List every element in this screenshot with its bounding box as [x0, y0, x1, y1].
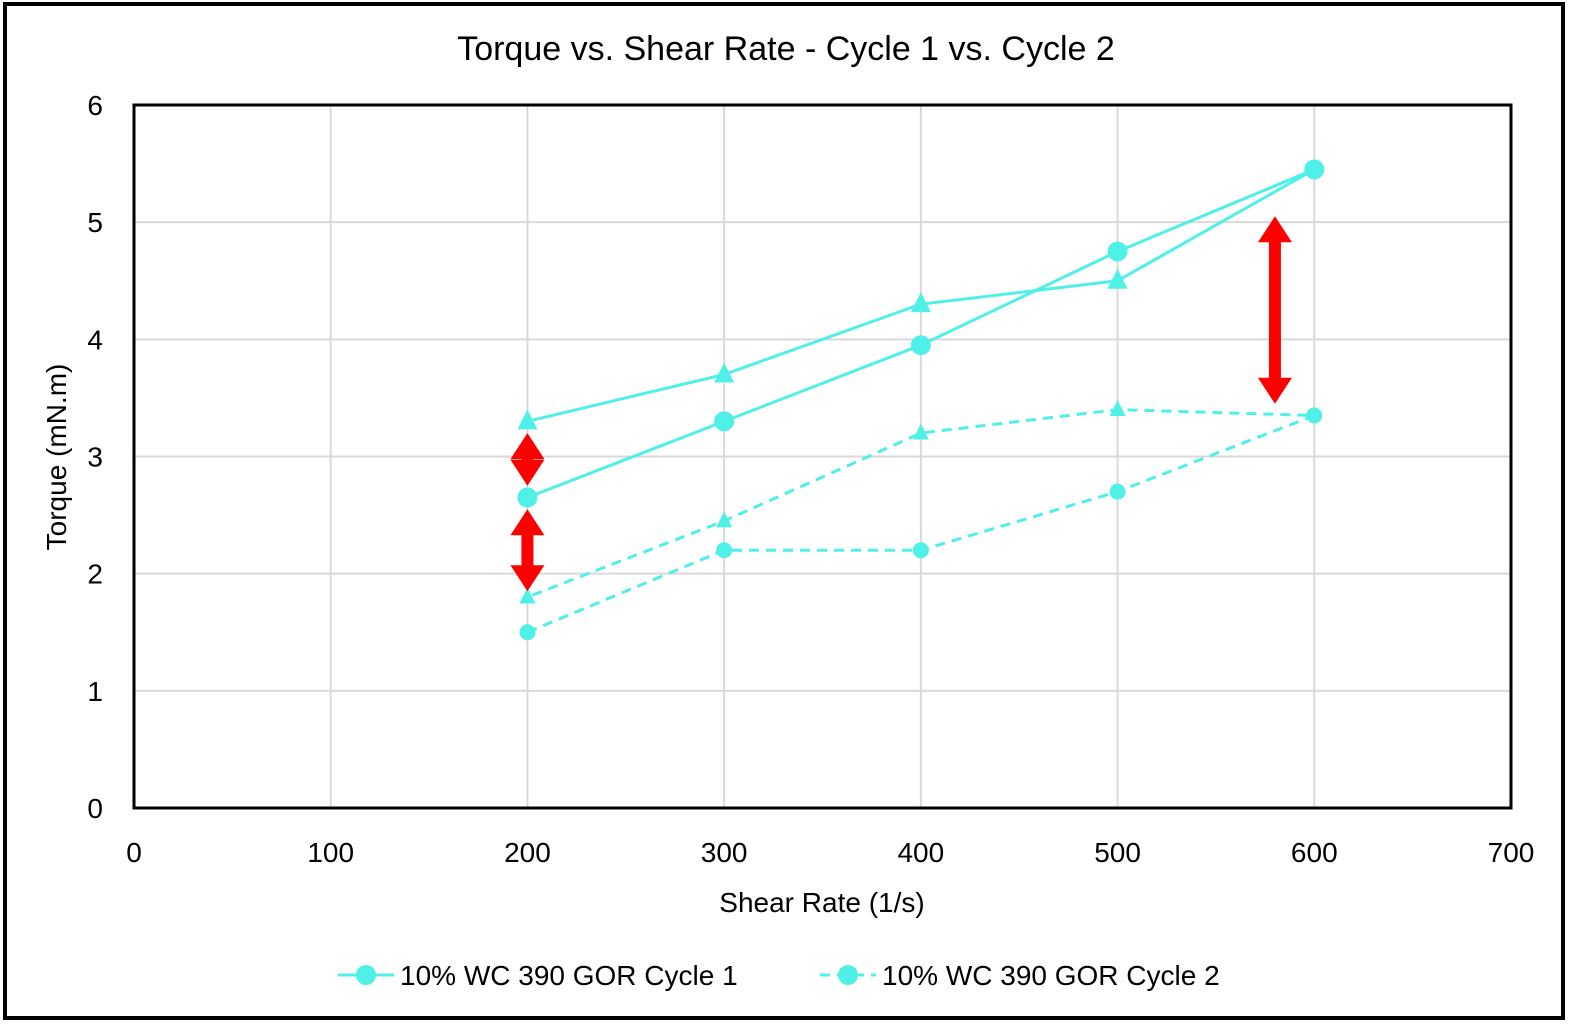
y-tick-label: 2: [87, 559, 103, 590]
double-arrow-annotation: [1257, 216, 1292, 404]
x-tick-label: 300: [701, 837, 748, 868]
series-line-cycle-2: [526, 408, 1316, 634]
legend: 10% WC 390 GOR Cycle 1 10% WC 390 GOR Cy…: [338, 960, 1220, 991]
data-point-circle: [716, 542, 733, 559]
x-tick-label: 100: [307, 837, 354, 868]
y-tick-label: 6: [87, 90, 103, 121]
x-tick-label: 200: [504, 837, 551, 868]
annotation-layer: [510, 216, 1292, 592]
legend-label-cycle-2: 10% WC 390 GOR Cycle 2: [882, 960, 1220, 991]
chart-title: Torque vs. Shear Rate - Cycle 1 vs. Cycl…: [457, 30, 1115, 68]
data-point-circle: [517, 487, 538, 508]
data-point-triangle: [714, 362, 735, 383]
series-layer: [517, 159, 1325, 641]
x-tick-label: 700: [1488, 837, 1535, 868]
y-tick-label: 4: [87, 324, 103, 355]
data-point-circle: [1304, 159, 1325, 180]
y-tick-label: 3: [87, 442, 103, 473]
tick-layer: 0 100 200 300 400 500 600 700 0 1 2 3 4 5 6: [87, 90, 1534, 868]
series-2: [519, 400, 1323, 641]
data-point-triangle: [519, 587, 536, 604]
y-axis-title: Torque (mN.m): [41, 364, 72, 551]
legend-swatch-cycle-1-marker: [356, 965, 376, 985]
series-1: [517, 159, 1325, 508]
x-axis-title: Shear Rate (1/s): [719, 887, 924, 918]
data-point-triangle: [1107, 268, 1128, 289]
data-point-triangle: [912, 423, 929, 440]
data-point-circle: [912, 542, 929, 559]
data-point-circle: [1306, 407, 1323, 424]
data-point-circle: [910, 335, 931, 356]
double-arrow-annotation: [510, 509, 545, 592]
x-tick-label: 400: [897, 837, 944, 868]
y-tick-label: 5: [87, 207, 103, 238]
x-tick-label: 0: [126, 837, 142, 868]
data-point-triangle: [910, 292, 931, 313]
data-point-circle: [1107, 241, 1128, 262]
data-point-triangle: [716, 511, 733, 528]
legend-swatch-cycle-2-marker: [838, 965, 858, 985]
data-point-triangle: [1109, 400, 1126, 417]
data-point-circle: [519, 624, 536, 641]
legend-label-cycle-1: 10% WC 390 GOR Cycle 1: [400, 960, 738, 991]
x-tick-label: 600: [1291, 837, 1338, 868]
double-arrow-annotation: [510, 433, 545, 486]
plot-area-border: [132, 103, 1513, 810]
data-point-triangle: [517, 409, 538, 430]
data-point-circle: [1109, 483, 1126, 500]
y-tick-label: 0: [87, 793, 103, 824]
data-point-circle: [714, 411, 735, 432]
y-tick-label: 1: [87, 676, 103, 707]
x-tick-label: 500: [1094, 837, 1141, 868]
